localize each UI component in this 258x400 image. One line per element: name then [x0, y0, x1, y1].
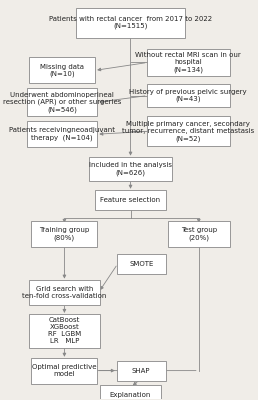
Text: SMOTE: SMOTE	[129, 261, 154, 267]
Text: Missing data
(N=10): Missing data (N=10)	[40, 64, 84, 77]
FancyBboxPatch shape	[76, 8, 185, 38]
FancyBboxPatch shape	[100, 385, 162, 400]
Text: Training group
(80%): Training group (80%)	[39, 227, 90, 241]
Text: Patients receivingneoadjuvant
therapy  (N=104): Patients receivingneoadjuvant therapy (N…	[9, 128, 115, 141]
FancyBboxPatch shape	[29, 280, 100, 306]
FancyBboxPatch shape	[95, 190, 166, 210]
FancyBboxPatch shape	[29, 314, 100, 348]
FancyBboxPatch shape	[147, 116, 230, 146]
FancyBboxPatch shape	[31, 221, 98, 247]
Text: Optimal predictive
model: Optimal predictive model	[32, 364, 97, 377]
Text: Without rectal MRI scan in our
hospital
(N=134): Without rectal MRI scan in our hospital …	[135, 52, 241, 73]
FancyBboxPatch shape	[29, 58, 95, 84]
Text: Multiple primary cancer, secondary
tumor, recurrence, distant metastasis
(N=52): Multiple primary cancer, secondary tumor…	[122, 121, 254, 142]
FancyBboxPatch shape	[147, 48, 230, 76]
Text: Explanation: Explanation	[110, 392, 151, 398]
Text: Grid search with
ten-fold cross-validation: Grid search with ten-fold cross-validati…	[22, 286, 107, 299]
FancyBboxPatch shape	[27, 121, 98, 147]
Text: SHAP: SHAP	[132, 368, 150, 374]
Text: Included in the analysis
(N=626): Included in the analysis (N=626)	[89, 162, 172, 176]
FancyBboxPatch shape	[147, 84, 230, 107]
FancyBboxPatch shape	[168, 221, 230, 247]
Text: History of previous pelvic surgery
(N=43): History of previous pelvic surgery (N=43…	[129, 89, 247, 102]
FancyBboxPatch shape	[89, 156, 172, 181]
Text: Patients with rectal cancer  from 2017 to 2022
(N=1515): Patients with rectal cancer from 2017 to…	[49, 16, 212, 29]
FancyBboxPatch shape	[27, 88, 98, 116]
Text: Feature selection: Feature selection	[100, 197, 160, 203]
FancyBboxPatch shape	[117, 254, 166, 274]
FancyBboxPatch shape	[31, 358, 98, 384]
FancyBboxPatch shape	[117, 361, 166, 380]
Text: Test group
(20%): Test group (20%)	[181, 227, 217, 241]
Text: CatBoost
XGBoost
RF  LGBM
LR   MLP: CatBoost XGBoost RF LGBM LR MLP	[48, 317, 81, 344]
Text: Underwent abdominoperineal
resection (APR) or other surgeries
(N=546): Underwent abdominoperineal resection (AP…	[3, 92, 122, 113]
